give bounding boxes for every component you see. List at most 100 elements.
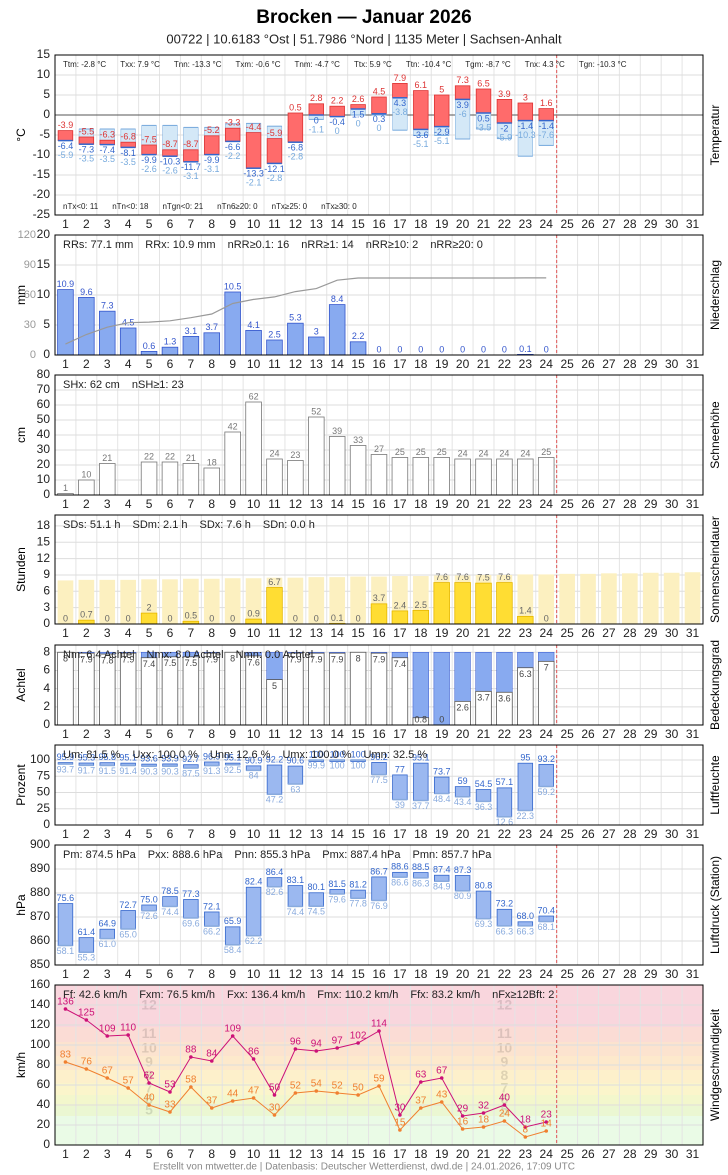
y2-tick-label: 120 <box>18 229 36 241</box>
x-tick-label: 2 <box>83 497 90 511</box>
point <box>398 1113 402 1117</box>
range-bar <box>475 789 492 802</box>
x-tick-label: 9 <box>229 217 236 231</box>
background-bar <box>601 573 617 624</box>
stat: nTx≥30: 0 <box>321 202 357 211</box>
value-label: 36.3 <box>475 802 493 812</box>
stat: SHx: 62 cm <box>63 379 120 391</box>
x-tick-label: 30 <box>665 497 679 511</box>
y2-tick-label: 0 <box>30 349 36 361</box>
x-tick-label: 3 <box>104 357 111 371</box>
value-label: 77.3 <box>182 889 200 899</box>
stat: Txx: 7.9 °C <box>120 60 160 69</box>
x-tick-label: 11 <box>268 727 281 741</box>
value-label: 0 <box>376 344 381 354</box>
x-tick-label: 3 <box>104 827 111 841</box>
y-tick-label: 2 <box>43 699 50 713</box>
x-tick-label: 8 <box>208 626 215 640</box>
value-label: -2.8 <box>267 173 283 183</box>
beaufort-band <box>55 1106 703 1116</box>
value-label: 0 <box>418 344 423 354</box>
value-label: -2.1 <box>246 178 262 188</box>
x-tick-label: 10 <box>247 827 261 841</box>
background-bar <box>78 579 95 624</box>
y-tick-label: -5 <box>39 127 50 141</box>
y-tick-label: 6 <box>43 663 50 677</box>
x-tick-label: 5 <box>146 827 153 841</box>
bar <box>245 401 262 496</box>
bar <box>496 458 513 496</box>
x-tick-label: 9 <box>229 1147 236 1161</box>
value-label: 52 <box>311 406 321 416</box>
background-bar <box>224 578 241 624</box>
value-label: -6.3 <box>100 130 116 140</box>
value-label: 3.9 <box>456 100 469 110</box>
x-tick-label: 29 <box>644 357 658 371</box>
y-axis-label: Prozent <box>14 764 28 806</box>
range-bar <box>224 127 241 142</box>
value-label: 3.7 <box>206 322 219 332</box>
range-bar <box>287 112 304 143</box>
y-tick-label: 870 <box>30 909 50 923</box>
y-tick-label: 0 <box>43 1137 50 1151</box>
range-bar <box>475 88 492 114</box>
x-tick-label: 27 <box>602 626 616 640</box>
value-label: 82.6 <box>266 887 284 897</box>
x-tick-label: 26 <box>581 626 595 640</box>
value-label: 18 <box>520 1115 532 1126</box>
value-label: 54.5 <box>475 779 493 789</box>
value-label: 4.3 <box>394 98 407 108</box>
beaufort-label: 8 <box>501 1067 509 1083</box>
value-label: 93.6 <box>140 753 158 763</box>
x-tick-label: 25 <box>560 1147 574 1161</box>
x-tick-label: 21 <box>477 357 491 371</box>
x-tick-label: 17 <box>393 217 407 231</box>
x-tick-label: 23 <box>519 626 533 640</box>
value-label: 30 <box>269 1103 281 1114</box>
bar <box>161 461 179 496</box>
x-tick-label: 14 <box>331 727 345 741</box>
value-label: 12.6 <box>496 817 514 827</box>
x-tick-label: 22 <box>498 827 512 841</box>
range-bar <box>266 877 283 888</box>
value-label: 39 <box>395 800 405 810</box>
range-bar <box>538 108 554 121</box>
value-label: -1.1 <box>309 124 325 134</box>
x-tick-label: 4 <box>125 727 132 741</box>
x-tick-label: 7 <box>188 217 195 231</box>
x-tick-label: 20 <box>456 217 470 231</box>
y-tick-label: 18 <box>37 518 51 532</box>
value-label: 136 <box>57 997 74 1008</box>
background-bar <box>99 579 116 624</box>
value-label: 0 <box>63 613 68 623</box>
value-label: 100 <box>351 760 366 770</box>
range-bar <box>266 764 283 795</box>
value-label: 8 <box>356 654 361 664</box>
value-label: 44 <box>227 1089 239 1100</box>
beaufort-label: 9 <box>501 1054 509 1070</box>
value-label: 70.4 <box>537 905 555 915</box>
value-label: 7.6 <box>498 572 511 582</box>
x-tick-label: 20 <box>456 357 470 371</box>
value-label: 4.1 <box>247 320 260 330</box>
x-tick-label: 29 <box>644 626 658 640</box>
x-tick-label: 10 <box>247 497 261 511</box>
side-label: Niederschlag <box>708 260 722 330</box>
point <box>105 1076 110 1080</box>
value-label: -8.1 <box>120 148 136 158</box>
beaufort-label: 8 <box>145 1067 153 1083</box>
value-label: -0.4 <box>329 117 345 127</box>
bar <box>454 458 471 496</box>
value-label: 16 <box>457 1117 469 1128</box>
x-tick-label: 11 <box>268 1147 281 1161</box>
bar <box>308 416 325 496</box>
value-label: 95.1 <box>412 753 430 763</box>
bar-rest <box>517 652 534 668</box>
x-tick-label: 18 <box>414 827 428 841</box>
x-tick-label: 23 <box>519 497 533 511</box>
bar-rest <box>454 652 471 702</box>
value-label: 5 <box>272 681 277 691</box>
range-bar <box>454 786 471 798</box>
x-tick-label: 26 <box>581 827 595 841</box>
value-label: 91.7 <box>78 766 96 776</box>
